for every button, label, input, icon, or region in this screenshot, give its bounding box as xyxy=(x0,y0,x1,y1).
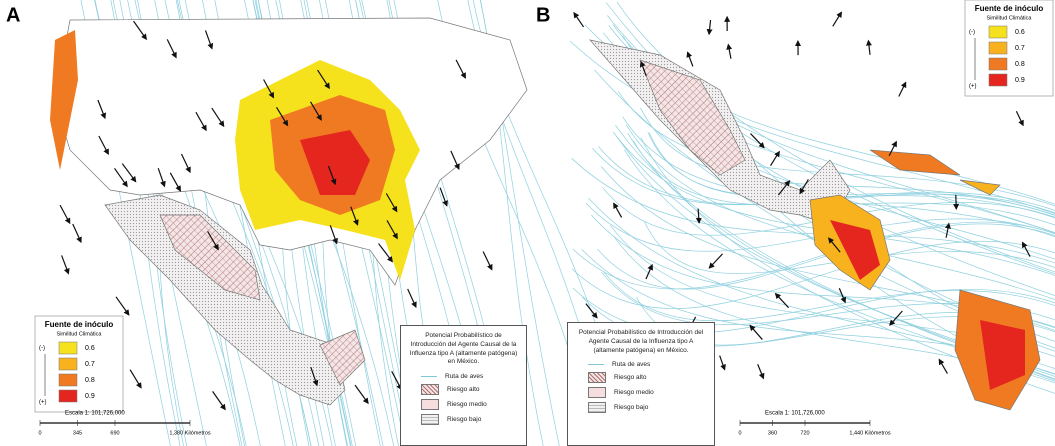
maps: A B Fuente de inóculo Similitud Climática… xyxy=(0,0,1055,446)
arrow xyxy=(1016,111,1023,125)
info-label: Riesgo bajo xyxy=(447,416,481,423)
legend-box xyxy=(965,0,1053,96)
legend-label: 0.7 xyxy=(1015,45,1025,52)
info-title: Potencial Probabilístico de Introducción… xyxy=(576,329,706,355)
legend-swatch xyxy=(59,390,77,402)
arrow xyxy=(60,205,70,223)
legend-subtitle: Similitud Climática xyxy=(987,15,1033,21)
legend-label: 0.9 xyxy=(85,393,95,400)
scale-title: Escala 1: 101,726,000 xyxy=(765,411,825,417)
info-swatch xyxy=(421,384,439,395)
legend-swatch xyxy=(989,42,1007,54)
arrow xyxy=(868,41,870,55)
info-item: Ruta de aves xyxy=(588,361,706,368)
arrow xyxy=(728,45,731,59)
arrow xyxy=(408,289,416,307)
info-label: Riesgo bajo xyxy=(614,404,648,411)
legend-swatch xyxy=(59,342,77,354)
legend-high: (+) xyxy=(969,84,977,90)
arrow xyxy=(130,370,141,388)
legend-swatch xyxy=(989,74,1007,86)
info-label: Riesgo alto xyxy=(614,374,647,381)
info-swatch xyxy=(588,364,604,365)
arrow xyxy=(709,20,710,34)
info-swatch xyxy=(588,402,606,413)
scale-label: 360 xyxy=(768,430,777,436)
scale-title: Escala 1: 101,726,000 xyxy=(65,411,125,417)
legend-high: (+) xyxy=(39,400,47,406)
arrow xyxy=(720,356,725,370)
arrow xyxy=(899,83,906,97)
legend-title: Fuente de inóculo xyxy=(45,320,114,329)
arrow xyxy=(62,255,69,273)
arrow xyxy=(355,385,368,403)
legend-label: 0.8 xyxy=(1015,61,1025,68)
info-label: Riesgo alto xyxy=(447,386,480,393)
legend-low: (-) xyxy=(39,346,45,352)
legend-label: 0.9 xyxy=(1015,77,1025,84)
info-label: Ruta de aves xyxy=(445,373,483,380)
legend-box xyxy=(35,316,123,412)
legend-low: (-) xyxy=(969,30,975,36)
info-box: Potencial Probabilístico de Introducción… xyxy=(567,322,715,446)
scale-label: 345 xyxy=(73,430,82,436)
scale-label: 720 xyxy=(800,430,809,436)
info-label: Ruta de aves xyxy=(612,361,650,368)
panel-label: A xyxy=(6,4,20,26)
scale-label: 0 xyxy=(738,430,741,436)
info-swatch xyxy=(588,387,606,398)
arrow xyxy=(483,251,492,269)
arrow xyxy=(939,360,947,374)
info-swatch xyxy=(421,414,439,425)
arrow xyxy=(771,152,780,166)
legend-label: 0.6 xyxy=(1015,29,1025,36)
legend-title: Fuente de inóculo xyxy=(975,4,1044,13)
arrow xyxy=(709,254,722,268)
legend-swatch xyxy=(59,358,77,370)
figure: A B Fuente de inóculo Similitud Climática… xyxy=(0,0,1055,446)
info-label: Riesgo medio xyxy=(447,401,487,408)
legend-label: 0.8 xyxy=(85,377,95,384)
panel-label: B xyxy=(536,4,550,26)
info-title: Potencial Probabilístico de Introducción… xyxy=(409,332,518,367)
legend-swatch xyxy=(989,26,1007,38)
legend-label: 0.6 xyxy=(85,345,95,352)
scale-label: 1,440 Kilómetros xyxy=(849,430,891,436)
info-item: Riesgo alto xyxy=(588,372,706,383)
info-box: Potencial Probabilístico de Introducción… xyxy=(400,325,527,446)
legend-label: 0.7 xyxy=(85,361,95,368)
info-swatch xyxy=(421,399,439,410)
info-item: Riesgo medio xyxy=(588,387,706,398)
scale-label: 0 xyxy=(38,430,41,436)
arrow xyxy=(213,391,226,409)
info-label: Riesgo medio xyxy=(614,389,654,396)
legend-swatch xyxy=(59,374,77,386)
arrow xyxy=(833,12,842,26)
arrow xyxy=(574,13,584,27)
info-item: Riesgo bajo xyxy=(588,402,706,413)
info-item: Riesgo alto xyxy=(421,384,518,395)
arrow xyxy=(73,224,81,242)
scale-label: 690 xyxy=(110,430,119,436)
arrow xyxy=(688,52,693,66)
arrow xyxy=(776,294,789,308)
legend-subtitle: Similitud Climática xyxy=(57,331,103,337)
arrow xyxy=(758,364,764,378)
info-swatch xyxy=(421,376,437,377)
info-swatch xyxy=(588,372,606,383)
scale-label: 1,380 Kilómetros xyxy=(169,430,211,436)
legend-swatch xyxy=(989,58,1007,70)
info-item: Riesgo medio xyxy=(421,399,518,410)
arrow xyxy=(698,209,699,223)
arrow xyxy=(116,297,129,315)
info-item: Ruta de aves xyxy=(421,373,518,380)
info-item: Riesgo bajo xyxy=(421,414,518,425)
